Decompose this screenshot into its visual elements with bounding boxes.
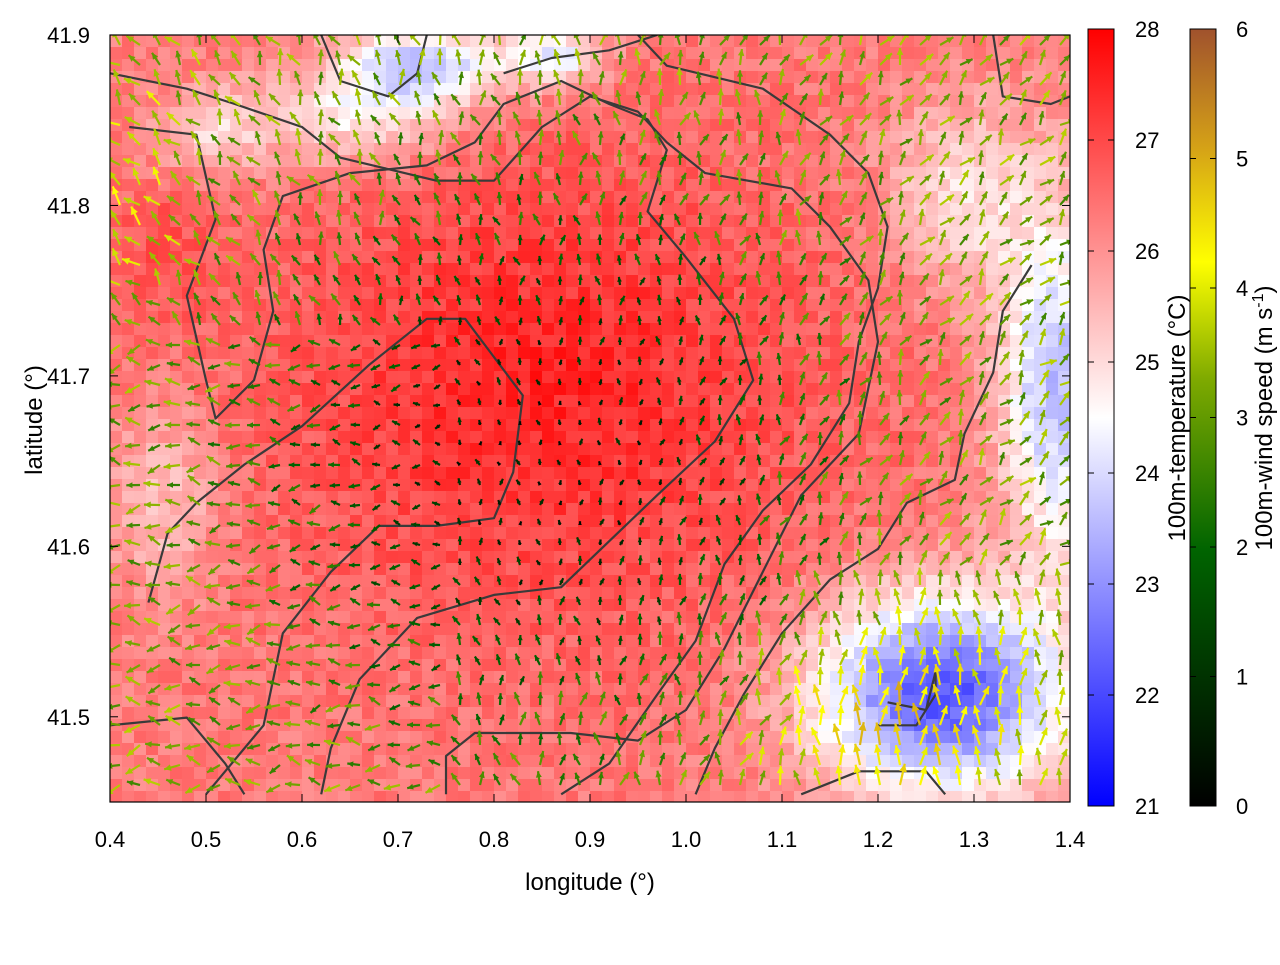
colorbar-tick-label: 5 — [1236, 147, 1248, 172]
colorbar-tick-label: 6 — [1236, 17, 1248, 42]
y-axis-label: latitude (°) — [21, 365, 48, 475]
colorbar-tick-label: 25 — [1135, 350, 1159, 375]
colorbar-tick-label: 22 — [1135, 683, 1159, 708]
x-tick-label: 0.8 — [479, 827, 510, 852]
colorbar-tick-label: 2 — [1236, 535, 1248, 560]
colorbar-tick-label: 24 — [1135, 461, 1159, 486]
y-tick-label: 41.9 — [47, 23, 90, 48]
x-tick-label: 0.5 — [191, 827, 222, 852]
x-tick-label: 0.7 — [383, 827, 414, 852]
x-tick-label: 1.0 — [671, 827, 702, 852]
x-tick-label: 0.4 — [95, 827, 126, 852]
colorbar-tick-label: 27 — [1135, 128, 1159, 153]
y-tick-label: 41.6 — [47, 534, 90, 559]
x-tick-label: 1.3 — [959, 827, 990, 852]
x-axis-label: longitude (°) — [525, 869, 655, 896]
wind-colorbar-label: 100m-wind speed (m s-1) — [1250, 286, 1278, 551]
colorbar-tick-label: 28 — [1135, 17, 1159, 42]
temperature-colorbar — [1088, 29, 1114, 806]
temperature-colorbar-label: 100m-temperature (°C) — [1164, 294, 1191, 541]
colorbar-tick-label: 3 — [1236, 406, 1248, 431]
y-tick-label: 41.5 — [47, 705, 90, 730]
colorbar-tick-label: 4 — [1236, 276, 1248, 301]
colorbar-tick-label: 26 — [1135, 239, 1159, 264]
colorbar-tick-label: 23 — [1135, 572, 1159, 597]
x-tick-label: 0.9 — [575, 827, 606, 852]
colorbar-tick-label: 0 — [1236, 794, 1248, 819]
colorbar-tick-label: 1 — [1236, 665, 1248, 690]
x-tick-label: 1.4 — [1055, 827, 1086, 852]
y-tick-label: 41.7 — [47, 364, 90, 389]
x-tick-label: 0.6 — [287, 827, 318, 852]
colorbar-tick-label: 21 — [1135, 794, 1159, 819]
x-tick-label: 1.2 — [863, 827, 894, 852]
x-tick-label: 1.1 — [767, 827, 798, 852]
y-tick-label: 41.8 — [47, 193, 90, 218]
